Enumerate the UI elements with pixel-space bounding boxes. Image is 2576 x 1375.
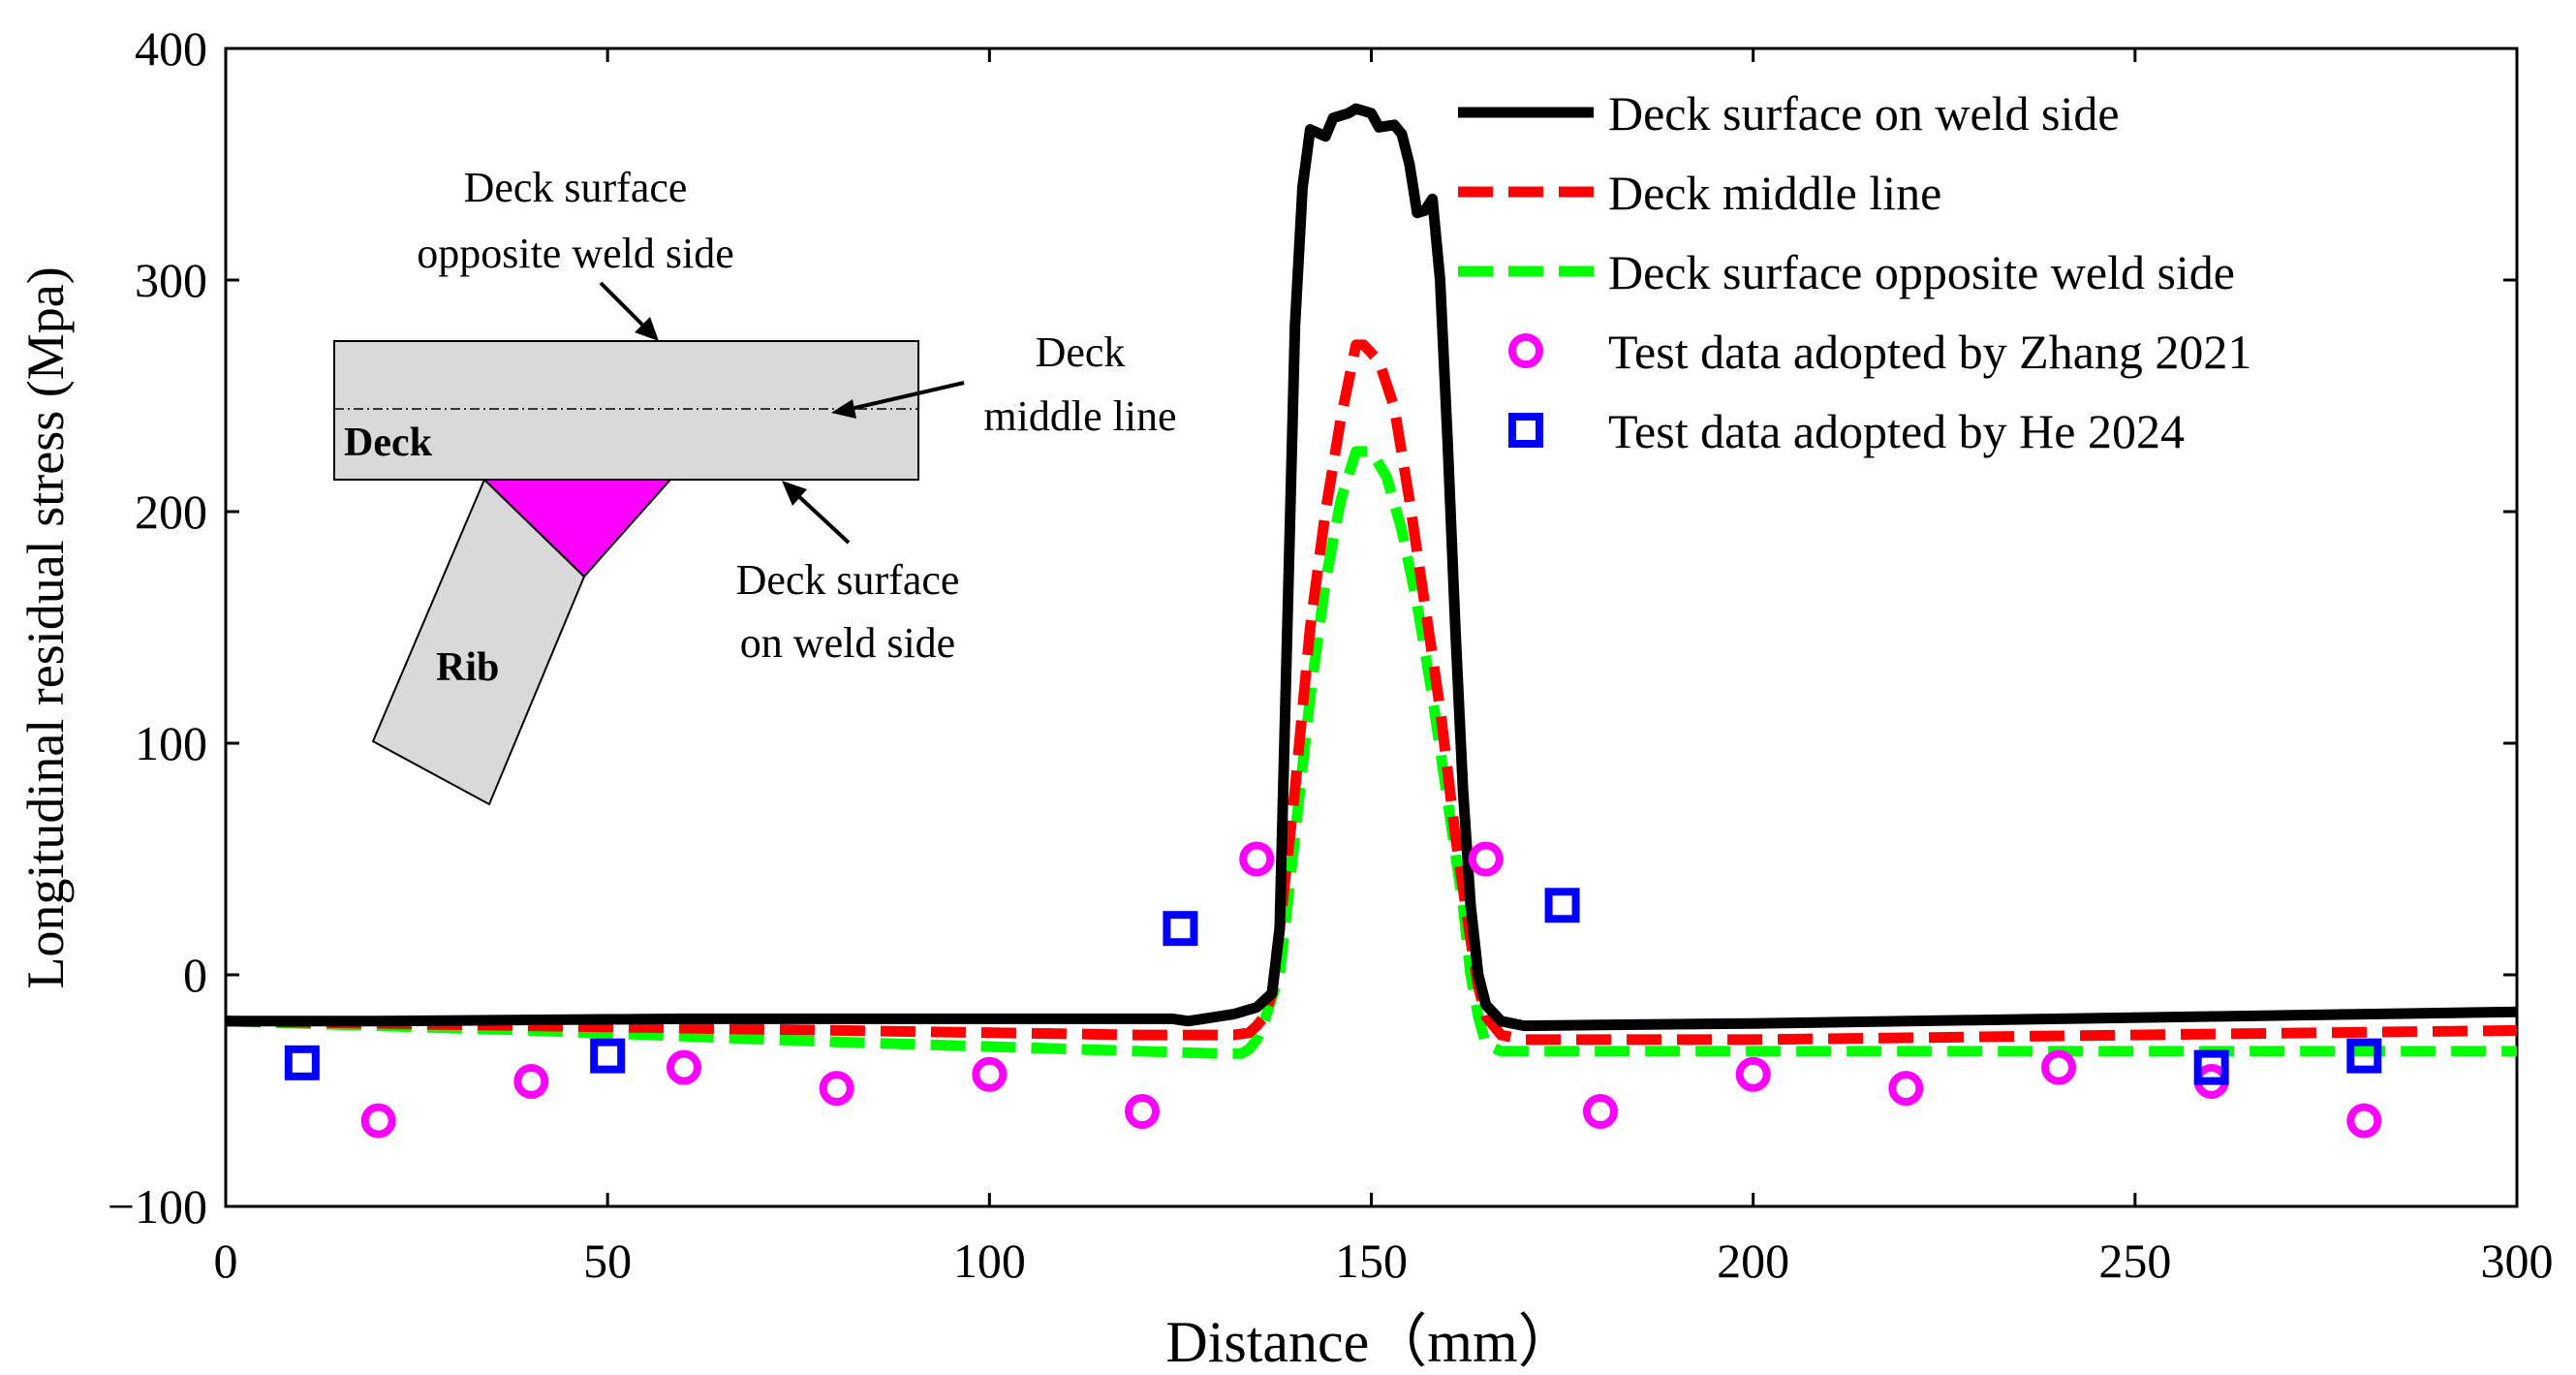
- x-tick-label: 100: [953, 1234, 1026, 1288]
- data-point-he: [590, 1038, 626, 1074]
- inset-label-deck: Deck: [344, 421, 433, 465]
- data-point-zhang: [972, 1056, 1008, 1092]
- inset-label-opposite-2: opposite weld side: [417, 230, 734, 277]
- data-point-zhang: [1888, 1071, 1924, 1107]
- series-group: [225, 103, 2518, 1139]
- series-line-0: [226, 103, 2518, 1032]
- legend-label-deck-surface-opposite: Deck surface opposite weld side: [1608, 245, 2235, 299]
- x-tick-label: 250: [2098, 1234, 2171, 1288]
- data-point-zhang: [1239, 841, 1275, 877]
- legend-label-deck-surface-weld: Deck surface on weld side: [1608, 86, 2120, 141]
- inset-label-rib: Rib: [436, 645, 499, 690]
- x-tick-label: 200: [1717, 1234, 1789, 1288]
- inset-arrow-opposite: [599, 281, 649, 331]
- y-axis-label: Longitudinal residual stress (Mpa): [16, 266, 75, 988]
- data-point-zhang: [1583, 1094, 1618, 1130]
- data-point-he: [2346, 1038, 2382, 1074]
- data-point-he: [1163, 911, 1198, 947]
- series-line-2: [225, 446, 2517, 1059]
- legend: Deck surface on weld side Deck middle li…: [1458, 86, 2251, 458]
- data-point-zhang: [819, 1071, 854, 1107]
- y-tick-label: 100: [135, 716, 207, 770]
- y-tick-label: 200: [135, 484, 207, 539]
- data-point-zhang: [360, 1103, 396, 1139]
- y-tick-label: 0: [183, 948, 207, 1002]
- data-point-he: [1544, 888, 1580, 923]
- inset-label-middle-2: middle line: [983, 392, 1176, 440]
- inset-arrowhead-middle: [831, 399, 856, 419]
- data-point-zhang: [2041, 1049, 2076, 1085]
- inset-arrowhead-opposite: [635, 317, 659, 341]
- inset-arrowhead-weld: [782, 481, 807, 506]
- inset-arrow-middle: [850, 381, 965, 411]
- data-point-zhang: [667, 1049, 701, 1085]
- data-point-zhang: [1468, 841, 1504, 877]
- y-tick-label: −100: [108, 1179, 207, 1234]
- x-tick-label: 50: [583, 1234, 632, 1288]
- legend-label-deck-middle: Deck middle line: [1608, 166, 1941, 220]
- data-point-zhang: [2346, 1103, 2382, 1139]
- x-tick-label: 0: [214, 1234, 238, 1288]
- series-line-1: [225, 339, 2518, 1046]
- data-point-he: [2193, 1049, 2229, 1085]
- inset-deck-plate: [333, 340, 919, 481]
- legend-label-he: Test data adopted by He 2024: [1608, 404, 2185, 458]
- inset-weld: [481, 479, 673, 578]
- inset-label-opposite-1: Deck surface: [464, 164, 688, 211]
- y-tick-label: 400: [135, 21, 207, 76]
- x-axis-label: Distance（mm）: [1165, 1310, 1575, 1374]
- data-point-zhang: [1735, 1056, 1771, 1092]
- data-point-zhang: [1125, 1094, 1160, 1130]
- inset-arrow-weld: [792, 490, 851, 545]
- legend-marker-he: [1508, 413, 1543, 448]
- x-tick-label: 300: [2481, 1234, 2554, 1288]
- inset-label-weld-1: Deck surface: [736, 556, 960, 604]
- data-point-he: [284, 1045, 320, 1080]
- y-tick-label: 300: [135, 253, 207, 307]
- inset-label-weld-2: on weld side: [740, 619, 955, 667]
- data-point-zhang: [513, 1063, 549, 1099]
- cross-section-inset: Deck Rib Deck surface opposite weld side…: [333, 164, 1177, 806]
- legend-label-zhang: Test data adopted by Zhang 2021: [1608, 325, 2251, 379]
- x-tick-label: 150: [1335, 1234, 1408, 1288]
- legend-marker-zhang: [1508, 333, 1543, 368]
- inset-label-middle-1: Deck: [1036, 328, 1126, 376]
